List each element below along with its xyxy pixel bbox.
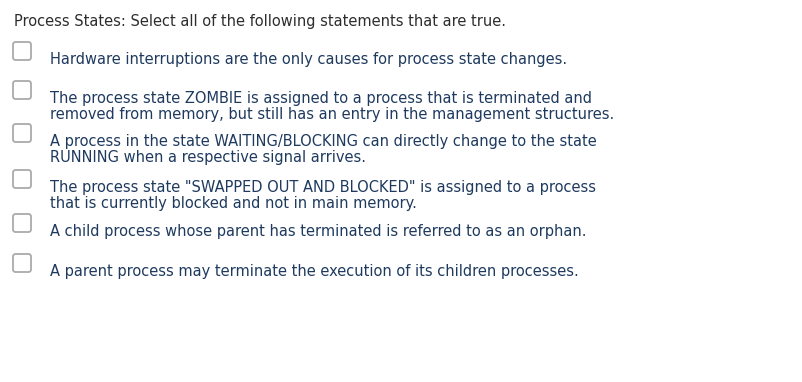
Text: that is currently blocked and not in main memory.: that is currently blocked and not in mai…	[50, 196, 417, 211]
Text: Process States: Select all of the following statements that are true.: Process States: Select all of the follow…	[14, 14, 506, 29]
Text: A parent process may terminate the execution of its children processes.: A parent process may terminate the execu…	[50, 264, 579, 279]
Text: A child process whose parent has terminated is referred to as an orphan.: A child process whose parent has termina…	[50, 224, 586, 239]
FancyBboxPatch shape	[13, 42, 31, 60]
FancyBboxPatch shape	[13, 81, 31, 99]
Text: RUNNING when a respective signal arrives.: RUNNING when a respective signal arrives…	[50, 150, 366, 165]
FancyBboxPatch shape	[13, 254, 31, 272]
Text: The process state "SWAPPED OUT AND BLOCKED" is assigned to a process: The process state "SWAPPED OUT AND BLOCK…	[50, 180, 596, 195]
Text: The process state ZOMBIE is assigned to a process that is terminated and: The process state ZOMBIE is assigned to …	[50, 91, 592, 106]
FancyBboxPatch shape	[13, 214, 31, 232]
FancyBboxPatch shape	[13, 124, 31, 142]
Text: removed from memory, but still has an entry in the management structures.: removed from memory, but still has an en…	[50, 107, 614, 122]
Text: Hardware interruptions are the only causes for process state changes.: Hardware interruptions are the only caus…	[50, 52, 567, 67]
Text: A process in the state WAITING/BLOCKING can directly change to the state: A process in the state WAITING/BLOCKING …	[50, 134, 597, 149]
FancyBboxPatch shape	[13, 170, 31, 188]
